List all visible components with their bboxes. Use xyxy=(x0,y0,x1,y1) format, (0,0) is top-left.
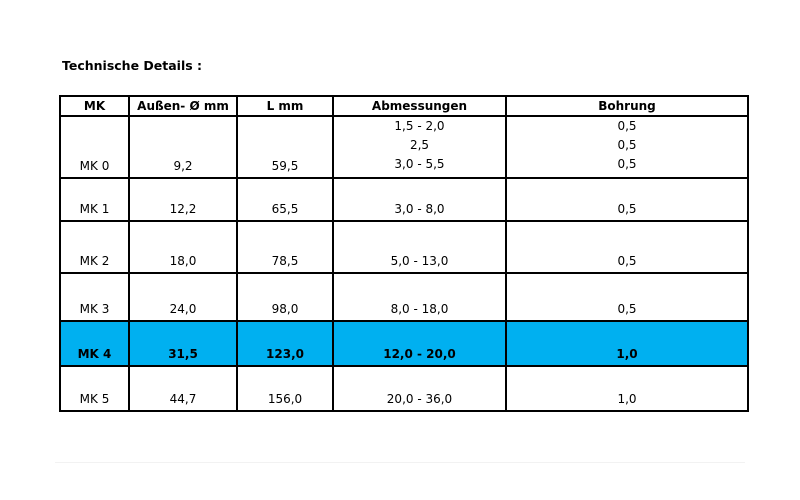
cell-line: 1,5 - 2,0 xyxy=(394,119,445,133)
table-cell: 1,0 xyxy=(505,320,749,367)
header-cell: Außen- Ø mm xyxy=(128,95,238,117)
table-cell: 3,0 - 8,0 xyxy=(332,177,507,222)
table-row: MK 3 24,0 98,0 8,0 - 18,0 0,5 xyxy=(59,272,749,322)
table-cell: 59,5 xyxy=(236,115,334,179)
table-cell: 78,5 xyxy=(236,220,334,274)
table-cell: 18,0 xyxy=(128,220,238,274)
table-row: MK 5 44,7 156,0 20,0 - 36,0 1,0 xyxy=(59,365,749,412)
details-table: MK Außen- Ø mm L mm Abmessungen Bohrung MK 0… xyxy=(59,95,749,412)
cell-line: 0,5 xyxy=(617,138,637,152)
table-cell: 0,5 xyxy=(505,272,749,322)
header-cell: MK xyxy=(59,95,130,117)
table-body: MK 0 9,2 59,5 1,5 - 2,0 2,5 3,0 - 5,5 0,5 0,5 0,… xyxy=(59,115,749,412)
header-row: MK Außen- Ø mm L mm Abmessungen Bohrung xyxy=(59,95,749,117)
table-cell: 0,5 xyxy=(505,177,749,222)
table-row: MK 1 12,2 65,5 3,0 - 8,0 0,5 xyxy=(59,177,749,222)
table-cell: 5,0 - 13,0 xyxy=(332,220,507,274)
table-cell: MK 0 xyxy=(59,115,130,179)
table-cell: MK 5 xyxy=(59,365,130,412)
table-cell: 12,0 - 20,0 xyxy=(332,320,507,367)
table-cell: 20,0 - 36,0 xyxy=(332,365,507,412)
table-cell: 44,7 xyxy=(128,365,238,412)
table-cell: MK 1 xyxy=(59,177,130,222)
table-cell: 31,5 xyxy=(128,320,238,367)
cell-line: 0,5 xyxy=(617,157,637,171)
header-cell: Abmessungen xyxy=(332,95,507,117)
table-cell: MK 2 xyxy=(59,220,130,274)
table-cell: 8,0 - 18,0 xyxy=(332,272,507,322)
table-cell: 12,2 xyxy=(128,177,238,222)
table-cell: 0,5 0,5 0,5 xyxy=(505,115,749,179)
table-row: MK 4 31,5 123,0 12,0 - 20,0 1,0 xyxy=(59,320,749,367)
table-cell: 1,0 xyxy=(505,365,749,412)
table-cell: 9,2 xyxy=(128,115,238,179)
table-row: MK 0 9,2 59,5 1,5 - 2,0 2,5 3,0 - 5,5 0,5 0,5 0,… xyxy=(59,115,749,179)
table-cell: 24,0 xyxy=(128,272,238,322)
table-cell: 123,0 xyxy=(236,320,334,367)
table-cell: 1,5 - 2,0 2,5 3,0 - 5,5 xyxy=(332,115,507,179)
table-cell: 98,0 xyxy=(236,272,334,322)
table-cell: 0,5 xyxy=(505,220,749,274)
table-cell: MK 4 xyxy=(59,320,130,367)
table-row: MK 2 18,0 78,5 5,0 - 13,0 0,5 xyxy=(59,220,749,274)
header-cell: Bohrung xyxy=(505,95,749,117)
cell-line: 3,0 - 5,5 xyxy=(394,157,445,171)
header-cell: L mm xyxy=(236,95,334,117)
table-cell: 156,0 xyxy=(236,365,334,412)
table-cell: MK 3 xyxy=(59,272,130,322)
divider xyxy=(55,462,745,463)
cell-line: 0,5 xyxy=(617,119,637,133)
title: Technische Details : xyxy=(62,58,203,73)
cell-line: 2,5 xyxy=(409,138,430,152)
table-cell: 65,5 xyxy=(236,177,334,222)
